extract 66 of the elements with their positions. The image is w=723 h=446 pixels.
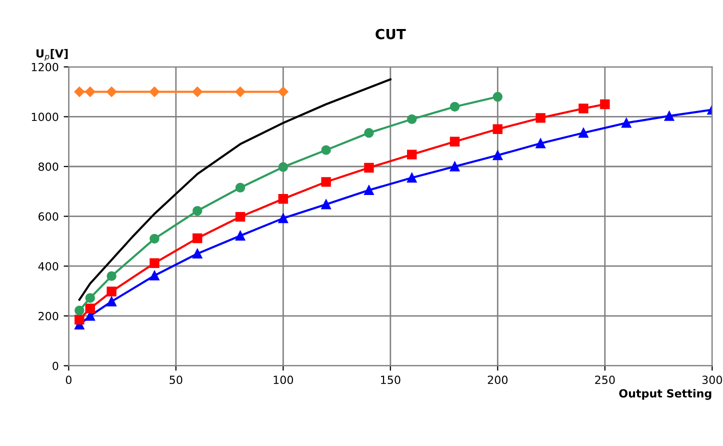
point (74, 86, 85, 97)
point (74, 306, 84, 316)
y-tick-label: 1000 (32, 112, 58, 122)
point (235, 86, 246, 97)
point (85, 304, 95, 314)
point (150, 258, 160, 268)
x-axis-title: Output Setting (619, 388, 712, 400)
x-tick-label: 300 (702, 376, 722, 384)
point (150, 270, 160, 280)
point (149, 86, 160, 97)
point (106, 286, 116, 296)
point (407, 172, 417, 183)
point (192, 86, 202, 97)
point (106, 86, 117, 97)
point (364, 185, 374, 196)
point (450, 162, 460, 172)
y-tick-label: 0 (52, 362, 58, 370)
point (74, 314, 84, 325)
point (278, 162, 288, 172)
point (321, 177, 331, 187)
point (492, 92, 503, 102)
point (621, 118, 632, 128)
y-axis-title: U$_{p}$[V] (36, 49, 68, 61)
point (450, 102, 460, 112)
point (278, 213, 288, 224)
point (492, 124, 503, 134)
point (578, 128, 588, 138)
x-tick-label: 100 (274, 376, 294, 384)
point (364, 162, 374, 173)
y-tick-label: 600 (38, 212, 58, 221)
point (106, 296, 116, 306)
point (235, 230, 246, 241)
point (106, 271, 116, 281)
point (492, 150, 503, 160)
point (192, 206, 202, 216)
y-tick-label: 800 (38, 162, 58, 171)
y-tick-label: 1200 (32, 62, 58, 72)
x-tick-label: 50 (170, 376, 182, 384)
point (150, 234, 160, 244)
chart-title: CUT (376, 28, 406, 40)
point (407, 150, 417, 160)
point (600, 99, 610, 110)
point (578, 104, 588, 114)
point (536, 113, 546, 123)
point (450, 136, 460, 146)
point (664, 111, 674, 121)
point (278, 194, 288, 204)
y-tick-label: 400 (38, 262, 58, 270)
point (192, 248, 202, 259)
x-tick-label: 150 (381, 376, 400, 384)
x-tick-label: 250 (595, 376, 615, 384)
point (321, 199, 331, 210)
point (235, 212, 246, 222)
point (536, 138, 546, 148)
point (85, 86, 96, 97)
point (407, 114, 417, 124)
point (278, 86, 288, 97)
x-tick-label: 0 (66, 376, 72, 384)
point (192, 233, 202, 244)
y-tick-label: 200 (38, 312, 58, 320)
x-tick-label: 200 (488, 376, 508, 384)
point (364, 128, 374, 138)
point (235, 182, 246, 193)
point (85, 293, 95, 303)
line-series (78, 78, 392, 301)
point (321, 145, 331, 155)
